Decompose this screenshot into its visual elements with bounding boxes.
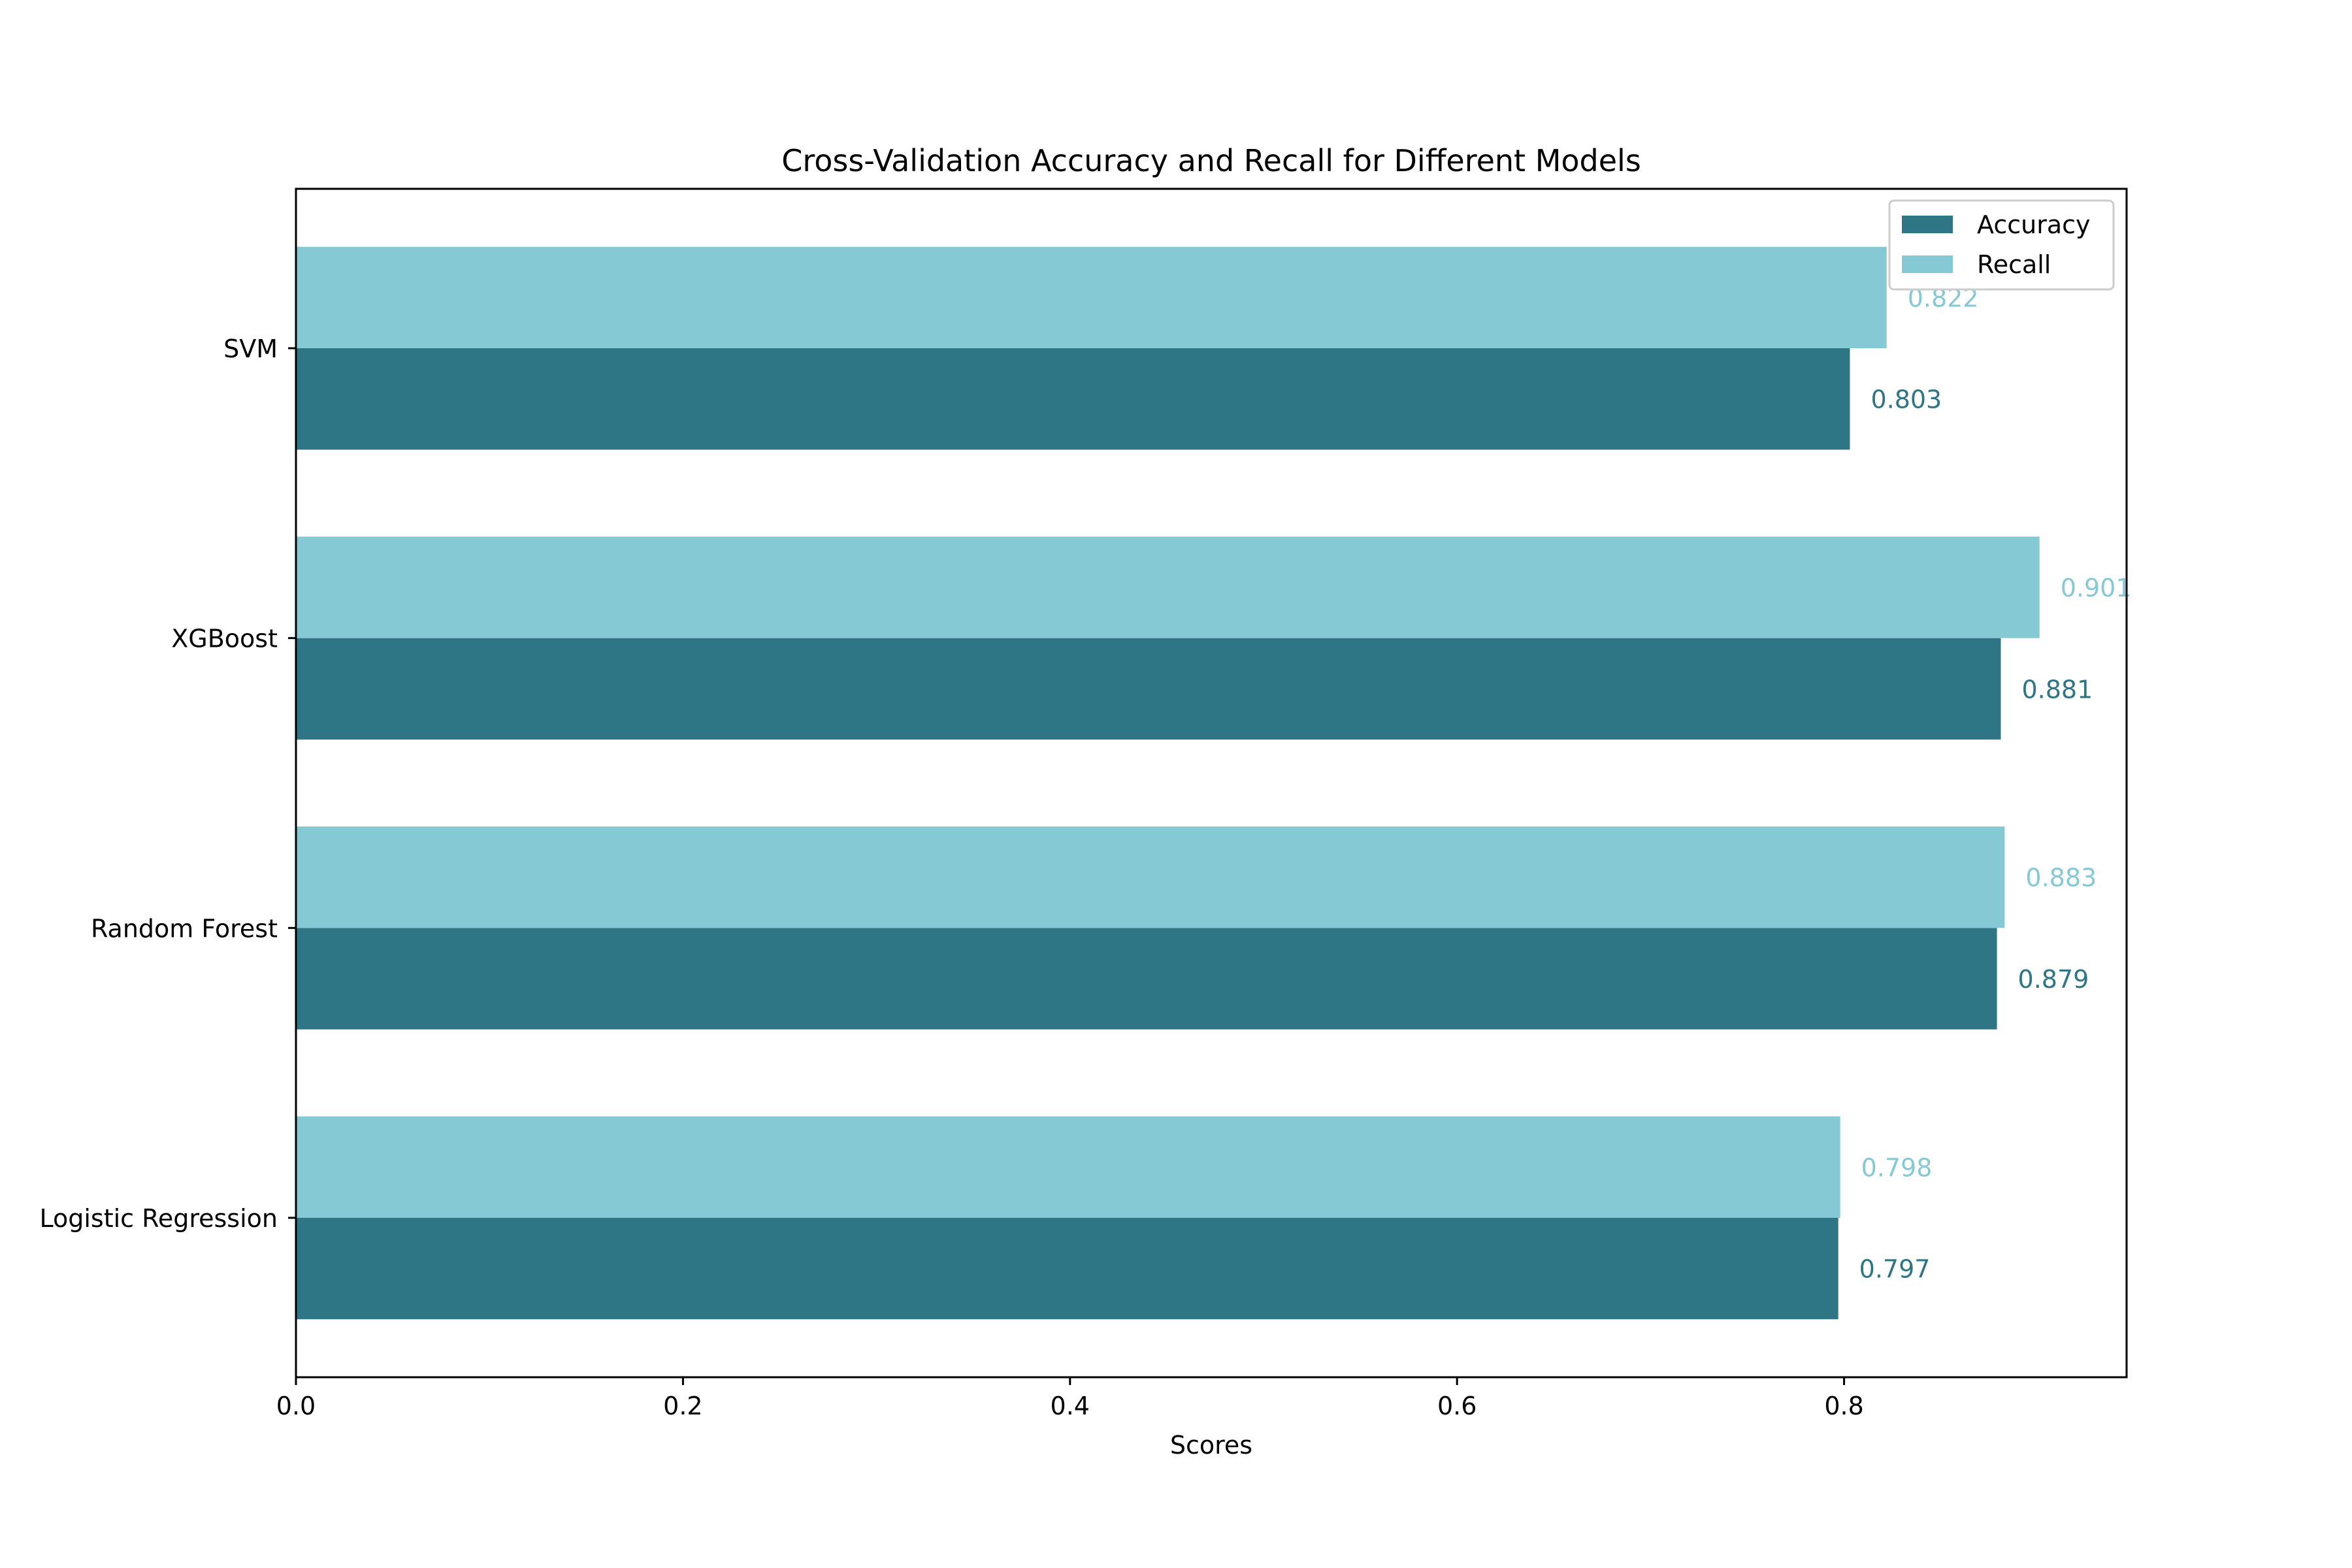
legend-swatch-recall: [1902, 255, 1953, 273]
bar-recall-svm: [296, 246, 1887, 349]
bar-accuracy-xgboost: [296, 638, 2001, 740]
legend: Accuracy Recall: [1888, 199, 2115, 291]
bar-accuracy-svm: [296, 348, 1850, 450]
x-tick-label-1: 0.2: [663, 1392, 702, 1420]
x-tick-label-0: 0.0: [276, 1392, 316, 1420]
bar-recall-xgboost: [296, 536, 2040, 638]
value-label-recall-logistic-regression: 0.798: [1861, 1153, 1933, 1182]
value-label-recall-random-forest: 0.883: [2025, 864, 2097, 892]
bars-layer: [296, 246, 2040, 1320]
value-label-accuracy-svm: 0.803: [1870, 385, 1942, 414]
x-tick-label-3: 0.6: [1437, 1392, 1477, 1420]
value-label-accuracy-random-forest: 0.879: [2018, 965, 2089, 994]
legend-label-accuracy: Accuracy: [1977, 210, 2091, 239]
x-tick-label-4: 0.8: [1824, 1392, 1863, 1420]
bar-accuracy-logistic-regression: [296, 1217, 1838, 1320]
value-label-accuracy-xgboost: 0.881: [2021, 675, 2093, 704]
value-label-accuracy-logistic-regression: 0.797: [1859, 1255, 1931, 1284]
chart-title: Cross-Validation Accuracy and Recall for…: [781, 143, 1641, 178]
legend-swatch-accuracy: [1902, 216, 1953, 233]
y-tick-label-logistic-regression: Logistic Regression: [39, 1204, 278, 1233]
bar-recall-random-forest: [296, 826, 2005, 928]
legend-label-recall: Recall: [1977, 250, 2051, 279]
x-axis: 0.0 0.2 0.4 0.6 0.8: [276, 1377, 1864, 1420]
x-tick-label-2: 0.4: [1051, 1392, 1090, 1420]
y-axis: Logistic Regression Random Forest XGBoost S…: [39, 335, 296, 1233]
y-tick-label-svm: SVM: [223, 335, 278, 363]
y-tick-label-xgboost: XGBoost: [171, 625, 278, 653]
value-label-recall-xgboost: 0.901: [2061, 574, 2132, 602]
bar-recall-logistic-regression: [296, 1116, 1840, 1218]
y-tick-label-random-forest: Random Forest: [91, 914, 278, 943]
bar-accuracy-random-forest: [296, 928, 1997, 1030]
plot-frame: [295, 188, 2128, 1379]
x-axis-label: Scores: [1170, 1431, 1252, 1460]
